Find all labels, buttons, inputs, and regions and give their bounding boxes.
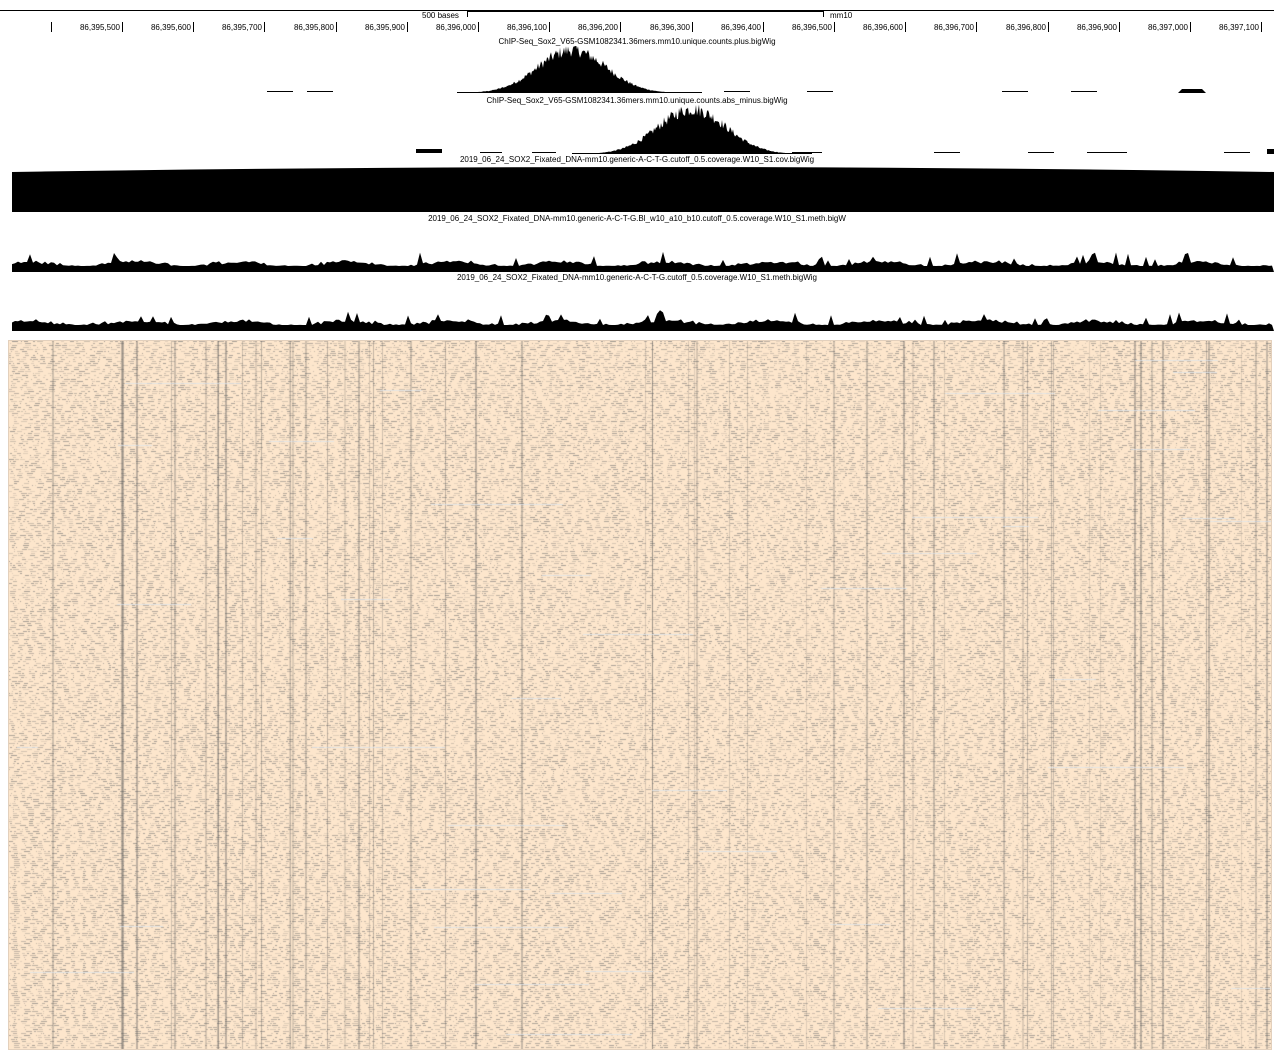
ruler-tick: [1119, 22, 1120, 32]
ruler-tick-label: 86,395,600: [150, 23, 191, 32]
chip-plus-segment: [807, 91, 833, 92]
chip-plus-segment: [724, 91, 750, 92]
ruler-tick-label: 86,395,500: [79, 23, 120, 32]
ruler-tick: [763, 22, 764, 32]
ruler-tick-label: 86,396,600: [862, 23, 903, 32]
ruler-tick-label: 86,396,400: [720, 23, 761, 32]
scale-bar-label: 500 bases: [422, 11, 459, 20]
track-meth-bl[interactable]: [12, 248, 1274, 272]
ruler-tick-label: 86,396,800: [1005, 23, 1046, 32]
ruler-tick-label: 86,397,000: [1147, 23, 1188, 32]
ruler-tick: [193, 22, 194, 32]
ruler-tick: [976, 22, 977, 32]
ruler-tick-label: 86,397,100: [1218, 23, 1259, 32]
ruler-tick: [549, 22, 550, 32]
track-chip-plus[interactable]: [12, 46, 1274, 94]
track-label-chip-minus[interactable]: ChIP-Seq_Sox2_V65-GSM1082341.36mers.mm10…: [486, 96, 788, 105]
ruler-tick: [1190, 22, 1191, 32]
ruler-tick: [692, 22, 693, 32]
track-label-meth[interactable]: 2019_06_24_SOX2_Fixated_DNA-mm10.generic…: [456, 273, 818, 282]
chip-minus-segment: [792, 152, 822, 153]
chip-minus-segment: [1224, 152, 1250, 153]
chip-minus-segment: [480, 152, 502, 153]
assembly-label: mm10: [830, 11, 853, 20]
chip-plus-block: [1178, 89, 1206, 93]
ruler-tick-label: 86,396,200: [577, 23, 618, 32]
methylation-reads-canvas: [9, 341, 1271, 1049]
chip-minus-segment: [934, 152, 960, 153]
scale-bar: [467, 11, 824, 17]
ruler-tick: [620, 22, 621, 32]
coverage-area: [12, 167, 1274, 212]
chip-plus-segment: [1002, 91, 1028, 92]
chip-plus-segment: [307, 91, 333, 92]
chip-minus-peak: [572, 105, 812, 154]
methylation-reads-panel[interactable]: [8, 340, 1272, 1050]
ruler-tick-label: 86,395,700: [221, 23, 262, 32]
ruler-tick-label: 86,395,900: [364, 23, 405, 32]
chip-plus-peak: [457, 46, 702, 93]
ruler-tick: [478, 22, 479, 32]
ruler-tick: [407, 22, 408, 32]
track-label-chip-plus[interactable]: ChIP-Seq_Sox2_V65-GSM1082341.36mers.mm10…: [498, 37, 776, 46]
chip-plus-segment: [1071, 91, 1097, 92]
track-meth[interactable]: [12, 307, 1274, 331]
position-ruler: 500 bases mm10 86,395,500 86,395,600 86,39…: [0, 0, 1274, 36]
ruler-top-line: [0, 10, 1274, 11]
ruler-start-tick: [51, 22, 52, 32]
ruler-tick: [264, 22, 265, 32]
track-label-coverage[interactable]: 2019_06_24_SOX2_Fixated_DNA-mm10.generic…: [459, 155, 815, 164]
chip-minus-signal: [416, 105, 1274, 154]
meth-signal: [12, 310, 1274, 331]
chip-minus-segment: [1028, 152, 1054, 153]
chip-minus-segment: [1087, 152, 1127, 153]
ruler-tick-label: 86,396,300: [649, 23, 690, 32]
ruler-tick-label: 86,396,000: [435, 23, 476, 32]
meth-bl-signal: [12, 251, 1274, 272]
ruler-tick: [1048, 22, 1049, 32]
chip-minus-segment: [532, 152, 556, 153]
ruler-tick-label: 86,396,500: [791, 23, 832, 32]
chip-plus-segment: [267, 91, 293, 92]
ruler-tick: [905, 22, 906, 32]
ruler-tick-label: 86,396,100: [506, 23, 547, 32]
ruler-tick-label: 86,396,700: [933, 23, 974, 32]
ruler-tick: [122, 22, 123, 32]
track-chip-minus[interactable]: [12, 105, 1274, 154]
track-label-meth-bl[interactable]: 2019_06_24_SOX2_Fixated_DNA-mm10.generic…: [428, 214, 846, 223]
ruler-tick: [1261, 22, 1262, 32]
chip-plus-signal: [267, 46, 1206, 93]
ruler-tick-label: 86,396,900: [1076, 23, 1117, 32]
chip-minus-block: [416, 149, 442, 153]
ruler-tick: [336, 22, 337, 32]
ruler-tick: [834, 22, 835, 32]
coverage-signal: [12, 167, 1274, 212]
chip-minus-block: [1267, 149, 1274, 154]
meth-bl-area: [12, 251, 1274, 272]
track-coverage[interactable]: [12, 164, 1274, 212]
ruler-tick-label: 86,395,800: [293, 23, 334, 32]
meth-area: [12, 310, 1274, 331]
